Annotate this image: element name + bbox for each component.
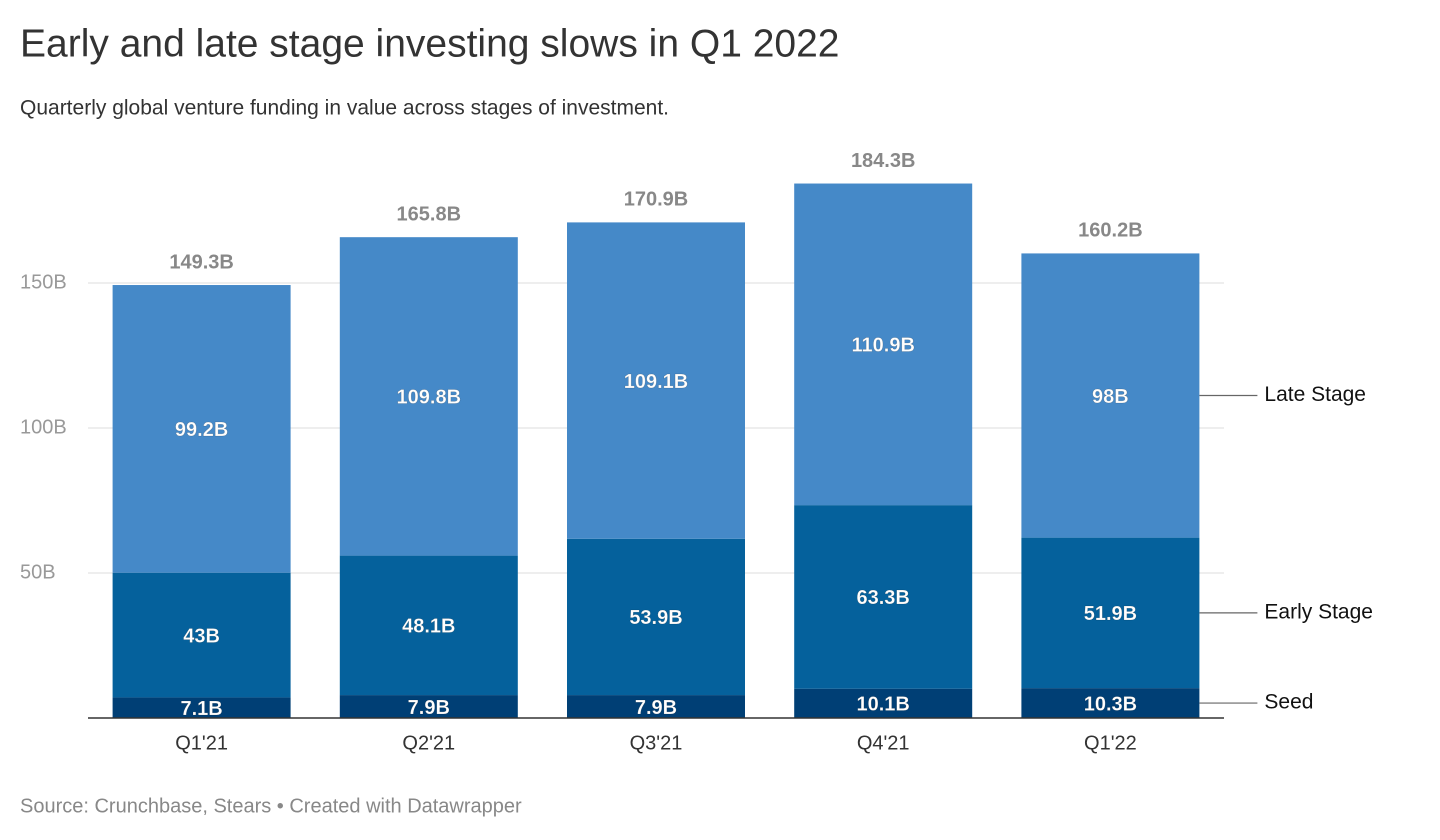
bar-segment [794,183,973,506]
y-tick-label: 50B [20,561,56,583]
chart-subtitle: Quarterly global venture funding in valu… [20,97,669,120]
segment-label: 98B [1092,386,1129,408]
bar-segment [1021,253,1200,538]
total-label: 184.3B [851,150,916,172]
total-label: 165.8B [397,203,462,225]
x-tick-label: Q1'21 [175,732,228,754]
legend-label: Late Stage [1264,383,1366,406]
segment-label: 51.9B [1084,603,1137,625]
x-tick-label: Q2'21 [402,732,455,754]
y-tick-label: 100B [20,416,67,438]
y-tick-label: 150B [20,271,67,293]
total-label: 149.3B [169,251,234,273]
total-label: 170.9B [624,189,689,211]
bar-segment [567,695,745,718]
legend-label: Seed [1264,691,1313,714]
bar-segment [794,505,973,689]
segment-label: 63.3B [857,587,910,609]
segment-label: 109.8B [397,387,462,409]
bar-segment [794,688,973,718]
bar-segment [339,695,518,718]
chart-title: Early and late stage investing slows in … [20,22,839,65]
segment-label: 53.9B [629,607,682,629]
bar-segment [339,555,518,696]
segment-label: 109.1B [624,371,689,393]
segment-label: 10.1B [857,694,910,716]
bar-segment [112,697,291,718]
bar-segment [112,285,291,573]
segment-label: 99.2B [175,419,228,441]
bar-segment [567,222,745,539]
segment-label: 48.1B [402,616,455,638]
segment-label: 7.1B [180,698,222,720]
bar-segment [1021,537,1200,689]
bar-segment [112,572,291,698]
bar-segment [1021,688,1200,718]
legend-label: Early Stage [1264,600,1373,623]
x-tick-label: Q4'21 [857,732,910,754]
segment-label: 7.9B [635,697,677,719]
bar-segment [339,237,518,556]
total-label: 160.2B [1078,220,1143,242]
x-tick-label: Q3'21 [630,732,683,754]
x-tick-label: Q1'22 [1084,732,1137,754]
segment-label: 7.9B [408,697,450,719]
segment-label: 10.3B [1084,693,1137,715]
segment-label: 43B [183,625,220,647]
bar-segment [567,538,745,696]
segment-label: 110.9B [852,335,915,357]
source-note: Source: Crunchbase, Stears • Created wit… [20,795,522,817]
